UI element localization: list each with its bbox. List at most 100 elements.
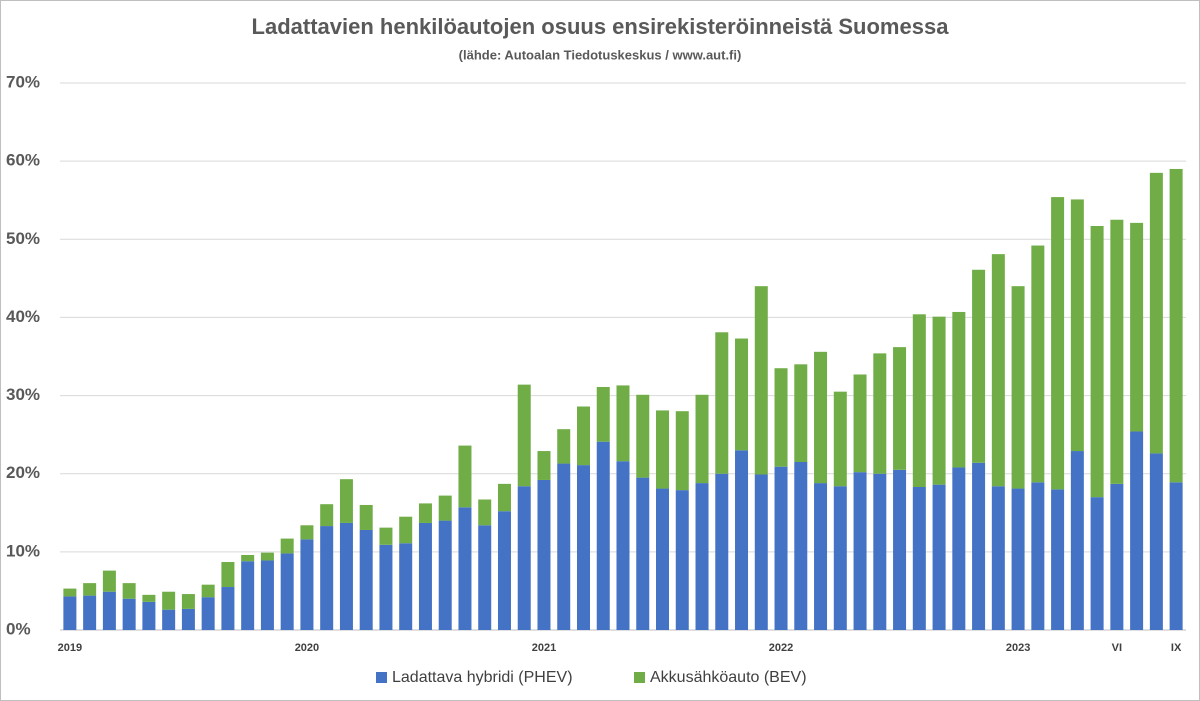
- bar-segment: [320, 526, 334, 630]
- bar-segment: [83, 583, 97, 596]
- x-tick-label: VI: [1112, 642, 1122, 654]
- bar-segment: [557, 429, 571, 464]
- bar-segment: [853, 374, 867, 473]
- y-tick-label: 70%: [6, 72, 40, 91]
- bar-segment: [912, 314, 926, 487]
- bar-segment: [932, 316, 946, 485]
- bar-segment: [1051, 197, 1065, 490]
- bar-segment: [1169, 482, 1183, 630]
- bar-segment: [241, 554, 255, 562]
- bar-segment: [1130, 222, 1144, 432]
- bar-segment: [774, 368, 788, 467]
- bar-segment: [1110, 219, 1124, 484]
- bar-segment: [1011, 286, 1025, 489]
- bar-segment: [1031, 245, 1045, 483]
- bar-segment: [1149, 172, 1163, 454]
- bar-segment: [794, 461, 808, 630]
- bar-segment: [458, 507, 472, 630]
- bar-segment: [83, 595, 97, 630]
- bar-segment: [952, 467, 966, 630]
- bar-segment: [162, 609, 176, 630]
- y-tick-label: 0%: [6, 619, 31, 638]
- bar-segment: [122, 598, 136, 630]
- bar-segment: [873, 473, 887, 630]
- bar-segment: [675, 490, 689, 630]
- bar-segment: [241, 561, 255, 630]
- y-tick-label: 10%: [6, 541, 40, 560]
- bar-segment: [754, 286, 768, 475]
- bar-segment: [656, 488, 670, 630]
- x-tick-label: IX: [1171, 642, 1182, 654]
- bar-segment: [833, 486, 847, 630]
- bar-segment: [438, 520, 452, 630]
- bar-segment: [122, 583, 136, 599]
- y-tick-label: 40%: [6, 307, 40, 326]
- bar-segment: [912, 486, 926, 630]
- bar-segment: [280, 538, 294, 554]
- bar-segment: [675, 411, 689, 491]
- bar-segment: [576, 465, 590, 630]
- bar-segment: [478, 499, 492, 526]
- bar-segment: [1110, 483, 1124, 630]
- bar-segment: [833, 391, 847, 487]
- bar-segment: [695, 394, 709, 484]
- bar-segment: [399, 543, 413, 630]
- bar-segment: [181, 594, 195, 609]
- bar-segment: [497, 483, 511, 512]
- x-tick-label: 2020: [295, 642, 319, 654]
- x-tick-label: 2023: [1006, 642, 1030, 654]
- bar-segment: [893, 469, 907, 630]
- bar-segment: [972, 269, 986, 463]
- bar-segment: [537, 479, 551, 630]
- bar-segment: [735, 450, 749, 630]
- bar-segment: [399, 516, 413, 544]
- legend-marker: [634, 672, 645, 683]
- bar-segment: [339, 479, 353, 523]
- bar-segment: [438, 495, 452, 521]
- bar-segment: [853, 472, 867, 630]
- x-tick-label: 2019: [58, 642, 82, 654]
- bar-segment: [63, 588, 77, 597]
- bar-segment: [636, 477, 650, 630]
- bar-segment: [339, 522, 353, 630]
- chart-subtitle: (lähde: Autoalan Tiedotuskeskus / www.au…: [459, 47, 742, 62]
- bar-segment: [1051, 489, 1065, 630]
- bar-segment: [695, 483, 709, 630]
- bar-segment: [1130, 431, 1144, 630]
- bar-segment: [952, 311, 966, 468]
- bar-segment: [656, 410, 670, 489]
- bar-segment: [1149, 453, 1163, 630]
- bar-segment: [991, 254, 1005, 487]
- bar-segment: [320, 504, 334, 527]
- bar-segment: [102, 570, 116, 592]
- bar-segment: [1011, 488, 1025, 630]
- bar-segment: [616, 461, 630, 630]
- bar-segment: [735, 338, 749, 451]
- bar-segment: [280, 553, 294, 630]
- y-tick-label: 30%: [6, 385, 40, 404]
- bar-segment: [418, 522, 432, 630]
- bar-segment: [576, 406, 590, 466]
- bar-segment: [1169, 168, 1183, 483]
- bar-segment: [616, 385, 630, 462]
- bar-segment: [774, 466, 788, 630]
- bar-segment: [497, 511, 511, 630]
- bar-segment: [260, 552, 274, 561]
- x-tick-label: 2022: [769, 642, 793, 654]
- bar-segment: [359, 504, 373, 530]
- bar-segment: [1031, 482, 1045, 630]
- bar-segment: [63, 596, 77, 630]
- legend-label: Akkusähköauto (BEV): [650, 669, 807, 686]
- bar-segment: [754, 474, 768, 630]
- bar-segment: [458, 445, 472, 508]
- legend-marker: [376, 672, 387, 683]
- bar-segment: [517, 486, 531, 630]
- bar-segment: [814, 483, 828, 630]
- bar-segment: [359, 529, 373, 630]
- bar-segment: [991, 486, 1005, 630]
- bar-segment: [972, 462, 986, 630]
- y-tick-label: 60%: [6, 151, 40, 170]
- bar-segment: [300, 539, 314, 630]
- bar-segment: [181, 608, 195, 630]
